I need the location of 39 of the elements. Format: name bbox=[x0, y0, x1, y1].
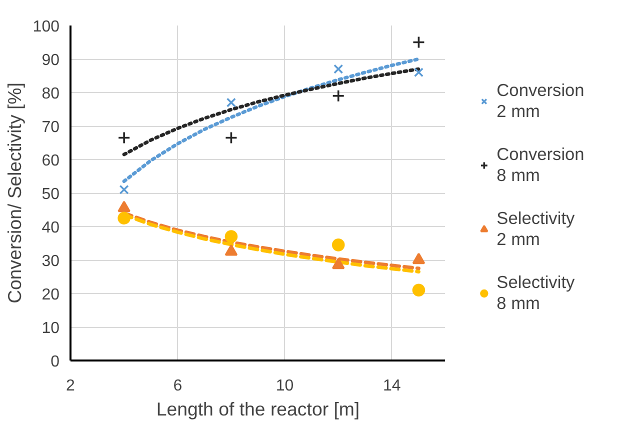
point bbox=[412, 284, 426, 297]
y-tick-label: 50 bbox=[42, 186, 60, 203]
point bbox=[224, 230, 238, 243]
x-tick-label: 10 bbox=[276, 378, 294, 394]
point bbox=[224, 244, 238, 256]
y-tick-label: 20 bbox=[42, 286, 60, 304]
y-axis-title: Conversion/ Selectivity [%] bbox=[4, 82, 25, 304]
line-series bbox=[122, 57, 420, 184]
x-tick-label: 2 bbox=[66, 378, 76, 394]
y-tick-label: 30 bbox=[42, 253, 60, 270]
y-tick-label: 60 bbox=[42, 152, 60, 170]
point bbox=[332, 258, 345, 270]
legend-label: Selectivity 2 mm bbox=[496, 208, 575, 250]
point bbox=[118, 212, 130, 225]
point bbox=[414, 68, 424, 78]
legend-label: Selectivity 8 mm bbox=[496, 272, 575, 314]
x-tick-label: 14 bbox=[383, 378, 401, 394]
point bbox=[334, 64, 344, 74]
y-tick-label: 0 bbox=[50, 354, 60, 370]
point bbox=[412, 252, 426, 264]
legend-label: Conversion 2 mm bbox=[496, 80, 584, 122]
y-tick-label: 10 bbox=[42, 320, 60, 337]
point bbox=[118, 131, 130, 144]
point bbox=[332, 89, 345, 102]
point bbox=[332, 238, 345, 252]
line-series bbox=[122, 67, 420, 156]
y-tick-label: 100 bbox=[32, 18, 60, 36]
point bbox=[412, 36, 426, 49]
y-tick-label: 90 bbox=[42, 52, 60, 69]
x-tick-label: 6 bbox=[173, 378, 182, 394]
point bbox=[224, 131, 238, 144]
legend-label: Conversion 8 mm bbox=[496, 144, 584, 186]
point bbox=[119, 184, 129, 194]
y-tick-label: 80 bbox=[42, 86, 60, 102]
x-axis-title: Length of the reactor [m] bbox=[156, 398, 360, 420]
point bbox=[118, 200, 130, 212]
y-tick-label: 40 bbox=[42, 220, 60, 236]
y-tick-label: 70 bbox=[42, 119, 60, 136]
point bbox=[226, 98, 236, 108]
